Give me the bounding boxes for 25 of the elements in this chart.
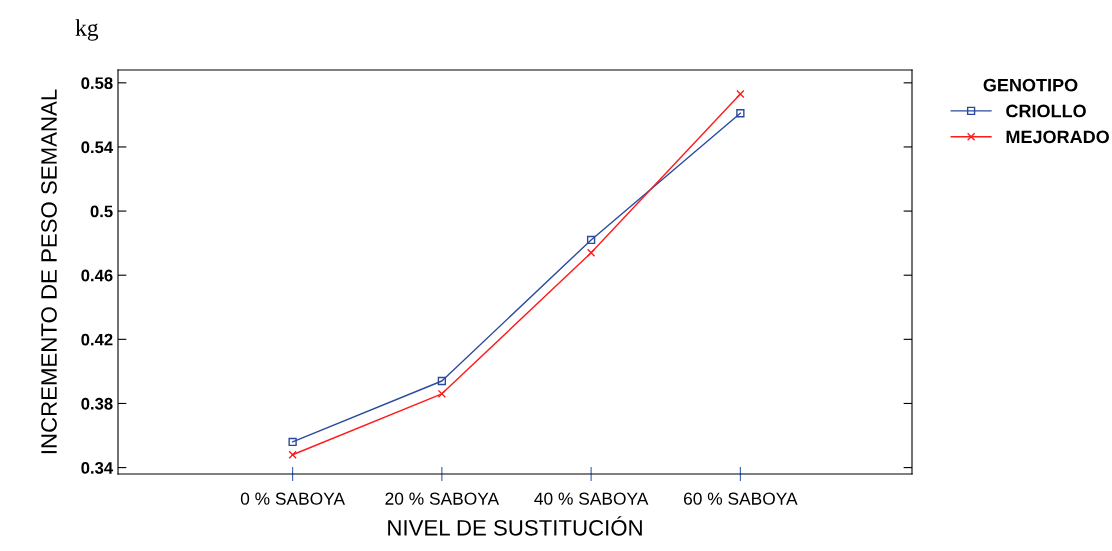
point xyxy=(586,248,596,257)
point xyxy=(586,235,596,245)
legend-label: MEJORADO xyxy=(1006,130,1109,144)
x-tick-label: 0 % SABOYA xyxy=(240,492,346,505)
y-tick-label: 0.38 xyxy=(81,397,113,410)
point xyxy=(288,450,297,459)
x-tick-label: 40 % SABOYA xyxy=(534,492,649,505)
legend-title: GENOTIPO xyxy=(983,78,1078,92)
point xyxy=(437,389,447,399)
point xyxy=(736,89,745,99)
y-tick-label: 0.5 xyxy=(90,205,113,218)
y-tick-label: 0.42 xyxy=(81,333,113,346)
y-axis-title: INCREMENTO DE PESO SEMANAL xyxy=(41,89,57,454)
x-tick-label: 20 % SABOYA xyxy=(385,492,500,505)
y-tick-label: 0.46 xyxy=(81,269,113,282)
x-axis-title: NIVEL DE SUSTITUCIÓN xyxy=(388,516,642,536)
x-tick-label: 60 % SABOYA xyxy=(683,492,798,505)
point xyxy=(736,109,745,118)
y-tick-label: 0.58 xyxy=(81,77,113,90)
y-tick-label: 0.34 xyxy=(81,461,114,474)
legend-label: CRIOLLO xyxy=(1006,104,1086,118)
point xyxy=(437,376,447,386)
text: kg xyxy=(75,19,99,41)
point xyxy=(288,437,297,447)
y-tick-label: 0.54 xyxy=(81,141,114,154)
